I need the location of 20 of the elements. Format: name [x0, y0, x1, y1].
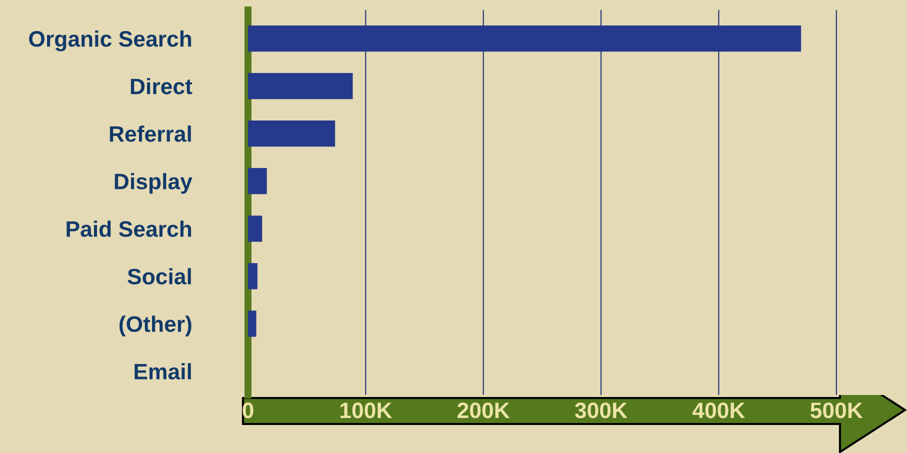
y-tick-label: Direct — [130, 78, 192, 94]
bar — [248, 72, 353, 100]
y-tick-label: (Other) — [119, 316, 192, 336]
x-tick-label: 200K — [458, 402, 510, 418]
y-tick-label: Social — [128, 268, 191, 284]
bar — [248, 216, 262, 242]
x-tick-label: 400K — [692, 402, 746, 418]
x-tick-label: 500K — [810, 402, 863, 418]
y-tick-label: Paid Search — [66, 220, 192, 237]
bar — [248, 310, 256, 337]
y-tick-label: Email — [134, 363, 191, 380]
bar — [248, 263, 258, 290]
bar — [248, 120, 336, 147]
bar — [248, 168, 267, 194]
y-tick-label: Organic Search — [29, 30, 192, 52]
x-tick-label: 100K — [340, 402, 392, 418]
y-tick-label: Referral — [110, 126, 191, 142]
x-tick-label: 300K — [574, 402, 628, 418]
y-tick-label: Display — [114, 173, 192, 194]
bar — [248, 25, 802, 52]
